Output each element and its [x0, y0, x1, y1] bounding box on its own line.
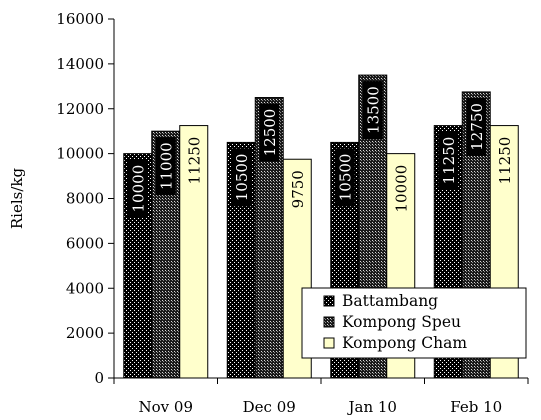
data-label-box: [259, 103, 280, 162]
data-label-text: 11250: [185, 137, 203, 185]
data-label: 11250: [185, 137, 203, 185]
legend-label: Kompong Cham: [342, 334, 467, 352]
data-label-text: 9750: [289, 170, 307, 208]
y-tick-label: 6000: [66, 234, 104, 252]
data-label-text: 11000: [157, 142, 175, 190]
y-tick-label: 4000: [66, 279, 104, 297]
data-label-box: [231, 148, 252, 207]
data-label: 11250: [438, 131, 459, 190]
x-tick-label: Nov 09: [139, 398, 194, 416]
legend-label: Battambang: [342, 292, 438, 310]
data-label: 10500: [334, 148, 355, 207]
data-label-box: [362, 81, 383, 140]
data-label: 9750: [289, 170, 307, 208]
data-label: 13500: [362, 81, 383, 140]
data-label: 10000: [127, 159, 148, 218]
y-tick-label: 14000: [56, 55, 104, 73]
y-tick-label: 2000: [66, 324, 104, 342]
y-tick-label: 16000: [56, 10, 104, 28]
data-label-box: [127, 159, 148, 218]
data-label-box: [155, 137, 176, 196]
data-label-box: [466, 97, 487, 156]
x-tick-label: Feb 10: [450, 398, 502, 416]
y-axis-title: Riels/kg: [8, 168, 26, 230]
data-label-text: 11250: [496, 137, 514, 185]
data-labels: 10000 11000 11250 10500 12500 9750 10500 13500 1…: [127, 81, 514, 218]
y-tick-label: 12000: [56, 100, 104, 118]
data-label-text: 10000: [392, 165, 410, 213]
data-label-box: [438, 131, 459, 190]
bar-kompong-cham: [179, 125, 209, 379]
data-label: 12750: [466, 97, 487, 156]
data-label-text: 10000: [129, 165, 147, 213]
data-label: 11250: [496, 137, 514, 185]
legend-label: Kompong Speu: [342, 313, 461, 331]
legend-swatch: [323, 337, 335, 349]
data-label: 12500: [259, 103, 280, 162]
data-label-box: [334, 148, 355, 207]
y-tick-label: 8000: [66, 190, 104, 208]
y-tick-label: 0: [94, 369, 104, 387]
legend-box: [301, 287, 527, 359]
x-tick-label: Jan 10: [347, 398, 397, 416]
data-label-text: 12500: [261, 109, 279, 157]
data-label-text: 10500: [233, 154, 251, 202]
legend: Battambang Kompong Speu Kompong Cham: [301, 287, 527, 359]
data-label-text: 12750: [468, 103, 486, 151]
data-label: 10500: [231, 148, 252, 207]
legend-swatch: [323, 316, 335, 328]
data-label-text: 10500: [336, 154, 354, 202]
data-label: 11000: [155, 137, 176, 196]
data-label: 10000: [392, 165, 410, 213]
data-label-text: 13500: [364, 86, 382, 134]
legend-swatch: [323, 295, 335, 307]
data-label-text: 11250: [440, 137, 458, 185]
x-tick-label: Dec 09: [243, 398, 296, 416]
y-tick-label: 10000: [56, 145, 104, 163]
